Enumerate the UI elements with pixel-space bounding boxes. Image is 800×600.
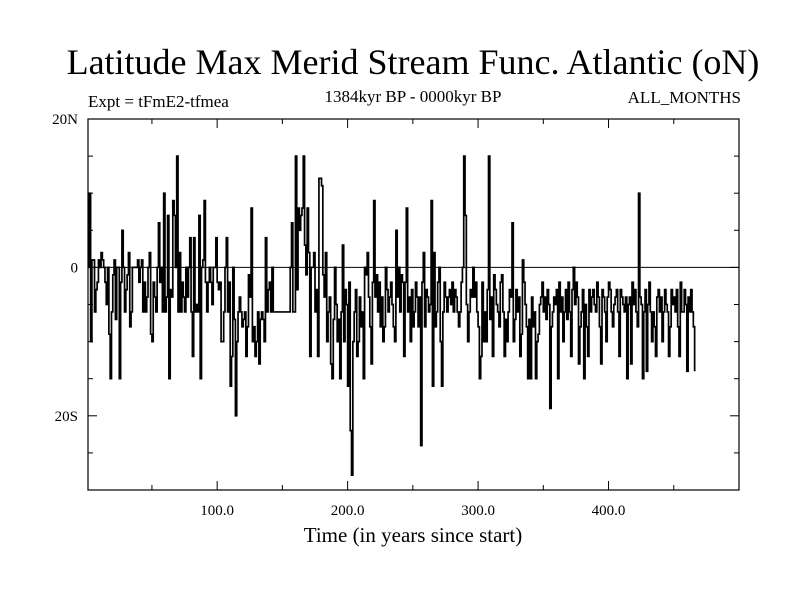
ticks-group bbox=[88, 118, 739, 490]
y-tick-labels: 20N 0 20S bbox=[52, 112, 78, 425]
series-group bbox=[88, 155, 696, 477]
months-label: ALL_MONTHS bbox=[627, 88, 741, 107]
x-axis-label: Time (in years since start) bbox=[304, 523, 523, 547]
y-tick-label: 0 bbox=[71, 260, 79, 276]
y-tick-label: 20S bbox=[55, 409, 78, 425]
chart-title: Latitude Max Merid Stream Func. Atlantic… bbox=[66, 42, 760, 82]
y-tick-label: 20N bbox=[52, 112, 78, 128]
x-tick-label: 100.0 bbox=[200, 503, 234, 519]
time-range-label: 1384kyr BP - 0000kyr BP bbox=[324, 87, 502, 106]
x-tick-label: 400.0 bbox=[592, 503, 626, 519]
x-tick-label: 300.0 bbox=[461, 503, 495, 519]
experiment-label: Expt = tFmE2-tfmea bbox=[88, 92, 229, 111]
series-line-0 bbox=[88, 155, 696, 477]
x-tick-label: 200.0 bbox=[331, 503, 365, 519]
x-tick-labels: 100.0 200.0 300.0 400.0 bbox=[200, 503, 625, 519]
